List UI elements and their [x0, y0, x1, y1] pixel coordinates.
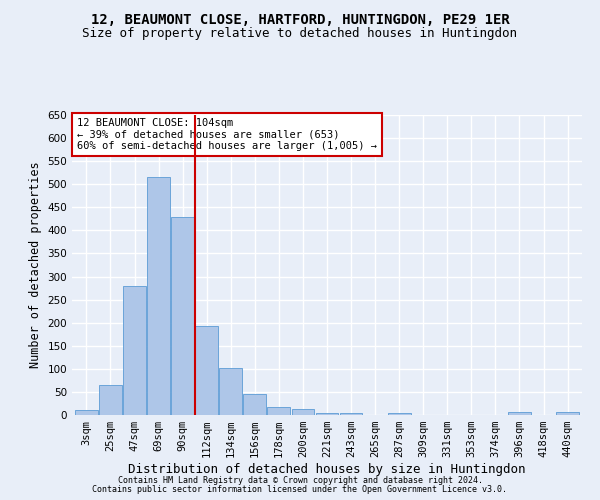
Bar: [388, 413, 410, 415]
Text: Contains HM Land Registry data © Crown copyright and database right 2024.: Contains HM Land Registry data © Crown c…: [118, 476, 482, 485]
Bar: [292, 410, 314, 415]
Bar: [75, 410, 98, 415]
Bar: [556, 412, 579, 415]
Bar: [195, 326, 218, 415]
Bar: [147, 178, 170, 415]
Bar: [268, 406, 290, 415]
Bar: [244, 394, 266, 415]
Bar: [99, 385, 122, 415]
Bar: [340, 412, 362, 415]
X-axis label: Distribution of detached houses by size in Huntingdon: Distribution of detached houses by size …: [128, 463, 526, 476]
Text: 12 BEAUMONT CLOSE: 104sqm
← 39% of detached houses are smaller (653)
60% of semi: 12 BEAUMONT CLOSE: 104sqm ← 39% of detac…: [77, 118, 377, 151]
Text: 12, BEAUMONT CLOSE, HARTFORD, HUNTINGDON, PE29 1ER: 12, BEAUMONT CLOSE, HARTFORD, HUNTINGDON…: [91, 12, 509, 26]
Text: Size of property relative to detached houses in Huntingdon: Size of property relative to detached ho…: [83, 28, 517, 40]
Bar: [508, 412, 531, 415]
Bar: [316, 412, 338, 415]
Bar: [123, 286, 146, 415]
Bar: [220, 368, 242, 415]
Text: Contains public sector information licensed under the Open Government Licence v3: Contains public sector information licen…: [92, 485, 508, 494]
Y-axis label: Number of detached properties: Number of detached properties: [29, 162, 42, 368]
Bar: [171, 216, 194, 415]
